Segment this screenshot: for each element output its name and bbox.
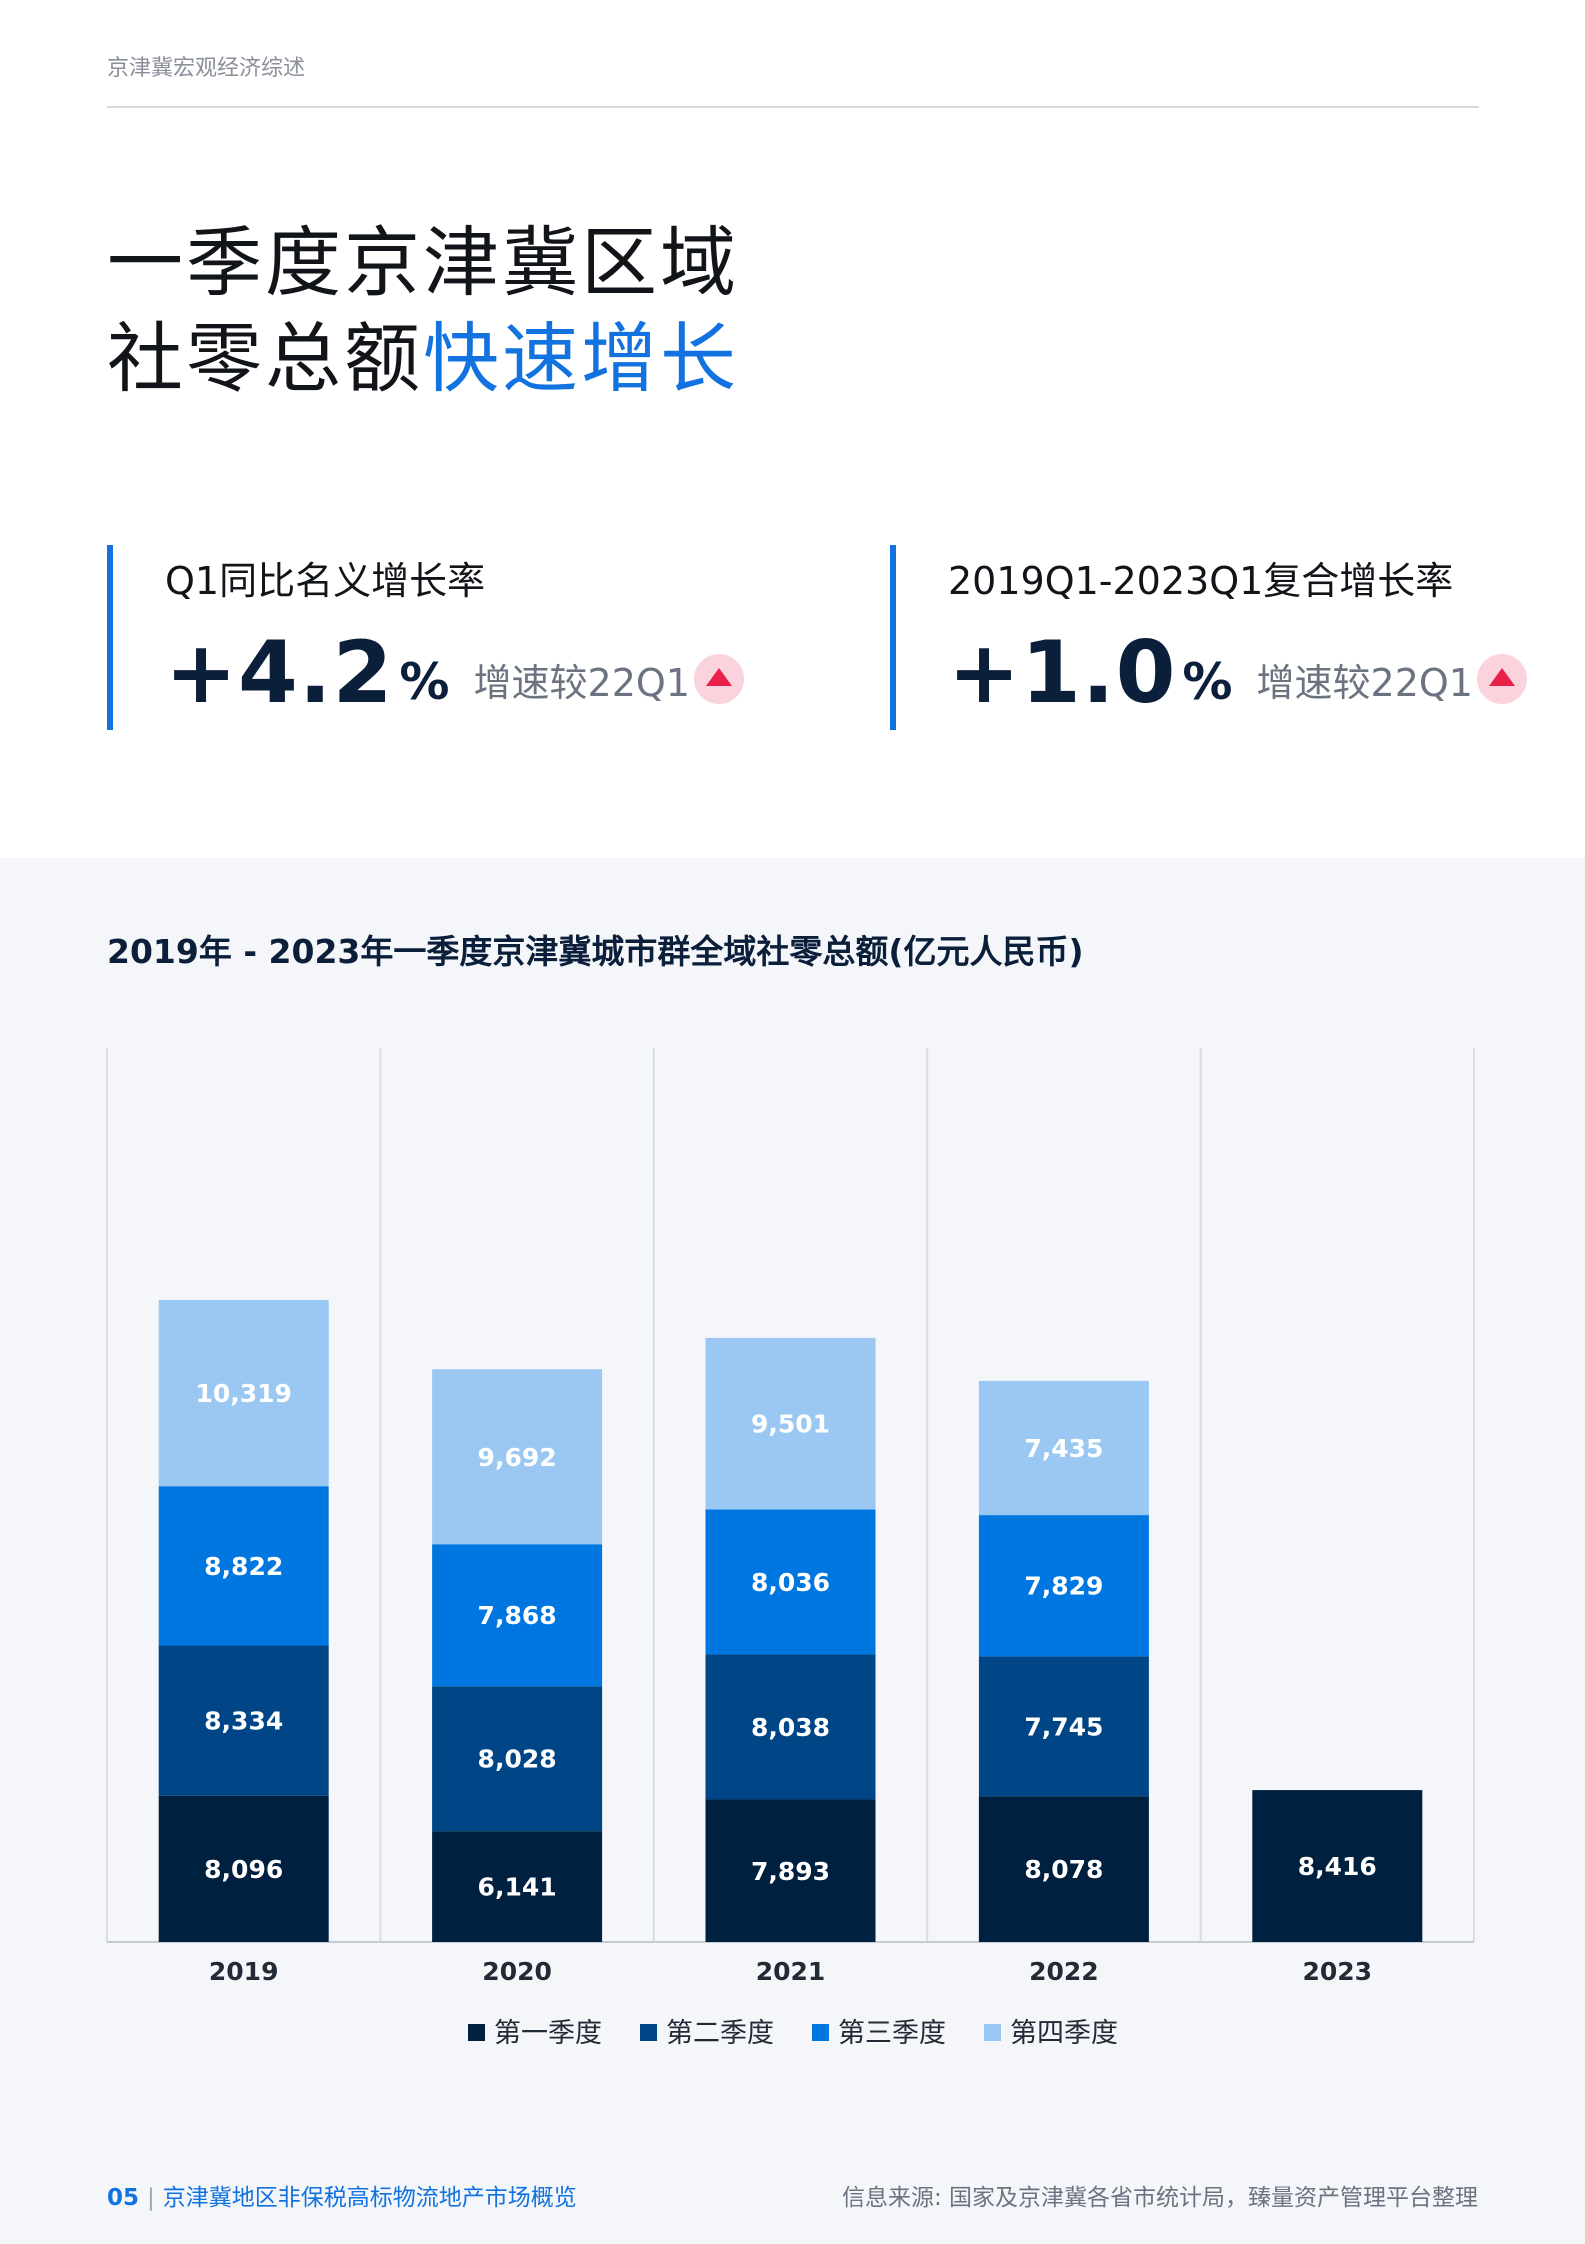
kpi-cagr: 2019Q1-2023Q1复合增长率 +1.0 % 增速较22Q1 <box>890 545 1527 730</box>
title-accent: 快速增长 <box>423 314 739 403</box>
kpi-row: +4.2 % 增速较22Q1 <box>165 623 744 723</box>
title-line-1: 一季度京津冀区域 <box>107 218 739 307</box>
bar-segment <box>158 1795 329 1942</box>
bar-segment <box>158 1299 329 1487</box>
bar-segment <box>978 1380 1149 1516</box>
data-label: 8,822 <box>204 1552 283 1581</box>
chart-title: 2019年 - 2023年一季度京津冀城市群全域社零总额(亿元人民币) <box>107 932 1084 971</box>
kpi-value: +1.0 <box>948 623 1177 723</box>
data-label: 9,692 <box>478 1443 557 1472</box>
kpi-row: +1.0 % 增速较22Q1 <box>948 623 1527 723</box>
legend-swatch <box>640 2024 657 2041</box>
bar-segment <box>705 1337 876 1510</box>
trend-up-icon <box>1476 654 1527 704</box>
data-label: 7,868 <box>478 1601 557 1630</box>
page-number: 05 <box>107 2185 140 2211</box>
data-label: 7,435 <box>1024 1434 1103 1463</box>
bar-segment <box>705 1509 876 1655</box>
legend-label: 第一季度 <box>494 2018 602 2049</box>
kpi-label: Q1同比名义增长率 <box>165 559 486 603</box>
title-line-2: 社零总额快速增长 <box>107 311 739 407</box>
page-title: 一季度京津冀区域 社零总额快速增长 <box>107 215 739 407</box>
data-label: 8,096 <box>204 1855 283 1884</box>
bar-segment <box>978 1515 1149 1657</box>
bar-segment <box>432 1544 603 1687</box>
bar-segment <box>158 1486 329 1646</box>
data-label: 7,745 <box>1024 1712 1103 1741</box>
kpi-note: 增速较22Q1 <box>1256 660 1473 705</box>
data-label: 8,038 <box>751 1713 830 1742</box>
footer-separator: | <box>147 2185 155 2211</box>
legend-swatch <box>468 2024 485 2041</box>
data-label: 8,078 <box>1024 1855 1103 1884</box>
header-divider <box>107 106 1479 108</box>
kpi-unit: % <box>399 653 450 711</box>
bar-segment <box>432 1831 603 1942</box>
legend-swatch <box>984 2024 1001 2041</box>
bar-segment <box>705 1654 876 1800</box>
data-label: 10,319 <box>195 1379 291 1408</box>
data-label: 8,028 <box>478 1745 557 1774</box>
x-tick-label: 2019 <box>209 1957 279 1986</box>
data-label: 8,416 <box>1298 1852 1377 1881</box>
bar-segment <box>705 1799 876 1942</box>
bar-segment <box>1252 1790 1423 1942</box>
bar-segment <box>432 1369 603 1545</box>
legend-label: 第四季度 <box>1010 2018 1118 2049</box>
x-tick-label: 2021 <box>756 1957 826 1986</box>
data-label: 7,829 <box>1024 1572 1103 1601</box>
data-label: 8,036 <box>751 1568 830 1597</box>
report-name: 京津冀地区非保税高标物流地产市场概览 <box>162 2185 577 2211</box>
trend-up-icon <box>693 654 744 704</box>
footer-source: 信息来源: 国家及京津冀各省市统计局，臻量资产管理平台整理 <box>841 2185 1478 2211</box>
x-tick-label: 2022 <box>1029 1957 1099 1986</box>
data-label: 9,501 <box>751 1410 830 1439</box>
kpi-yoy-growth: Q1同比名义增长率 +4.2 % 增速较22Q1 <box>107 545 813 730</box>
x-tick-label: 2020 <box>482 1957 552 1986</box>
kpi-value: +4.2 <box>165 623 394 723</box>
bar-segment <box>978 1656 1149 1797</box>
section-label: 京津冀宏观经济综述 <box>107 56 306 81</box>
data-label: 6,141 <box>478 1873 557 1902</box>
bar-segment <box>432 1686 603 1832</box>
legend-label: 第三季度 <box>838 2018 946 2049</box>
kpi-unit: % <box>1182 653 1233 711</box>
bar-segment <box>978 1796 1149 1942</box>
footer-report: 05 | 京津冀地区非保税高标物流地产市场概览 <box>107 2178 577 2212</box>
kpi-note: 增速较22Q1 <box>473 660 690 705</box>
data-label: 7,893 <box>751 1857 830 1886</box>
bar-segment <box>158 1645 329 1796</box>
legend-swatch <box>812 2024 829 2041</box>
x-tick-label: 2023 <box>1303 1957 1373 1986</box>
legend-label: 第二季度 <box>666 2018 774 2049</box>
title-plain: 社零总额 <box>107 314 423 403</box>
data-label: 8,334 <box>204 1707 283 1736</box>
kpi-label: 2019Q1-2023Q1复合增长率 <box>948 559 1454 603</box>
